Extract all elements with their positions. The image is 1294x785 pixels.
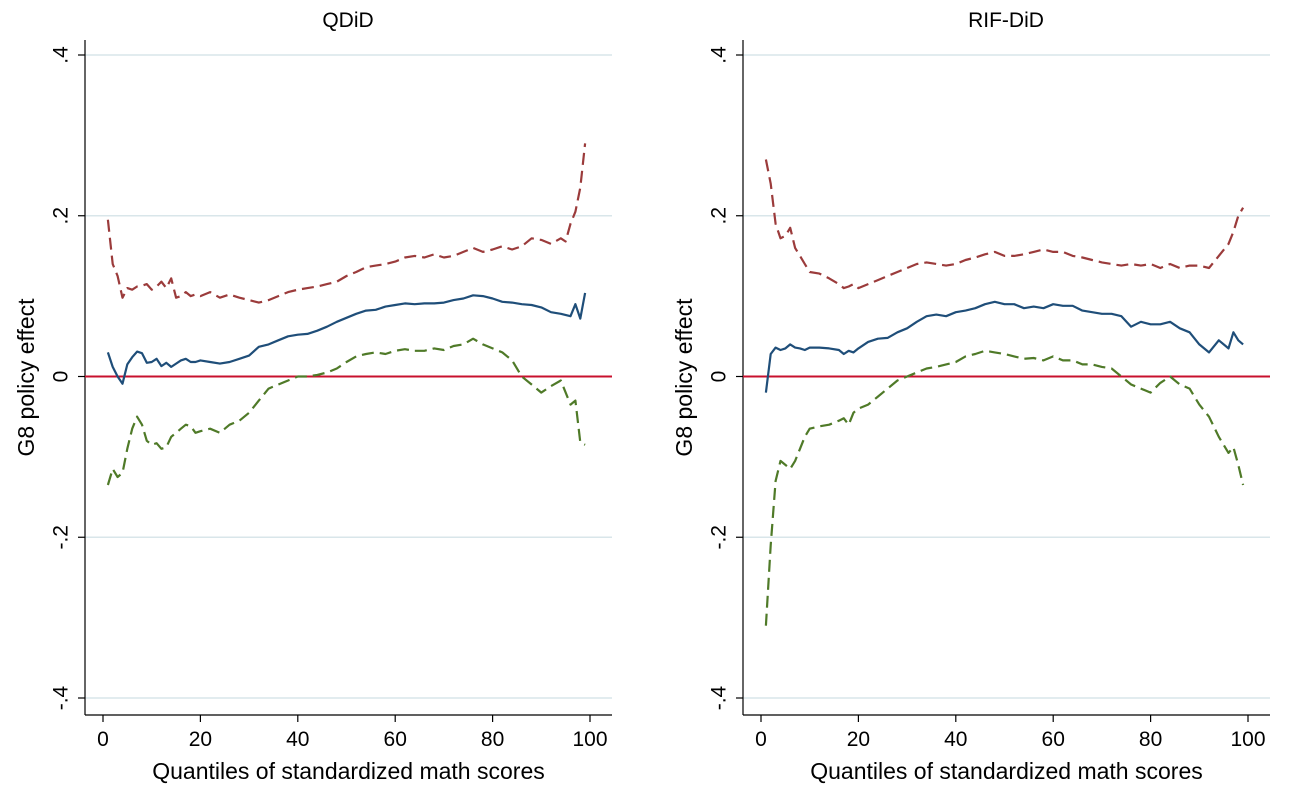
series-estimate-line bbox=[764, 300, 1244, 393]
y-tick-label: .4 bbox=[708, 46, 731, 64]
x-tick-label: 60 bbox=[1042, 728, 1065, 751]
y-tick-label: -.2 bbox=[50, 525, 73, 550]
y-tick-label: .4 bbox=[50, 46, 73, 64]
x-tick-label: 0 bbox=[755, 728, 767, 751]
y-tick-label: -.4 bbox=[708, 685, 731, 710]
x-tick-label: 60 bbox=[384, 728, 407, 751]
y-tick-label: .2 bbox=[50, 207, 73, 225]
x-tick-label: 80 bbox=[1139, 728, 1162, 751]
y-tick-label: -.2 bbox=[708, 525, 731, 550]
series-lower-line bbox=[764, 349, 1245, 626]
x-tick-label: 20 bbox=[189, 728, 212, 751]
y-tick-label: 0 bbox=[708, 371, 731, 383]
y-tick-label: .2 bbox=[708, 207, 731, 225]
series-lower-line bbox=[106, 337, 586, 486]
chart-title: RIF-DiD bbox=[968, 9, 1044, 32]
x-tick-label: 100 bbox=[1230, 728, 1265, 751]
x-tick-label: 0 bbox=[97, 728, 109, 751]
chart-title: QDiD bbox=[322, 9, 373, 32]
y-tick-label: 0 bbox=[50, 371, 73, 383]
x-axis-label: Quantiles of standardized math scores bbox=[810, 758, 1202, 784]
x-axis-label: Quantiles of standardized math scores bbox=[152, 758, 544, 784]
y-axis-label: G8 policy effect bbox=[13, 298, 39, 457]
y-tick-label: -.4 bbox=[50, 685, 73, 710]
x-tick-label: 100 bbox=[572, 728, 607, 751]
x-tick-label: 40 bbox=[944, 728, 967, 751]
y-axis-label: G8 policy effect bbox=[671, 298, 697, 457]
series-estimate-line bbox=[106, 292, 587, 385]
chart-panel-1: -.4 -.2 0 .2 .4 0 20 40 60 80 100 QDiD Quantiles of … bbox=[13, 9, 612, 784]
series-upper-line bbox=[106, 143, 587, 304]
x-tick-label: 80 bbox=[481, 728, 504, 751]
series-upper-line bbox=[764, 159, 1245, 290]
x-tick-label: 40 bbox=[286, 728, 309, 751]
chart-panel-2: -.4 -.2 0 .2 .4 0 20 40 60 80 100 RIF-DiD Quantiles … bbox=[671, 9, 1270, 784]
x-tick-label: 20 bbox=[847, 728, 870, 751]
